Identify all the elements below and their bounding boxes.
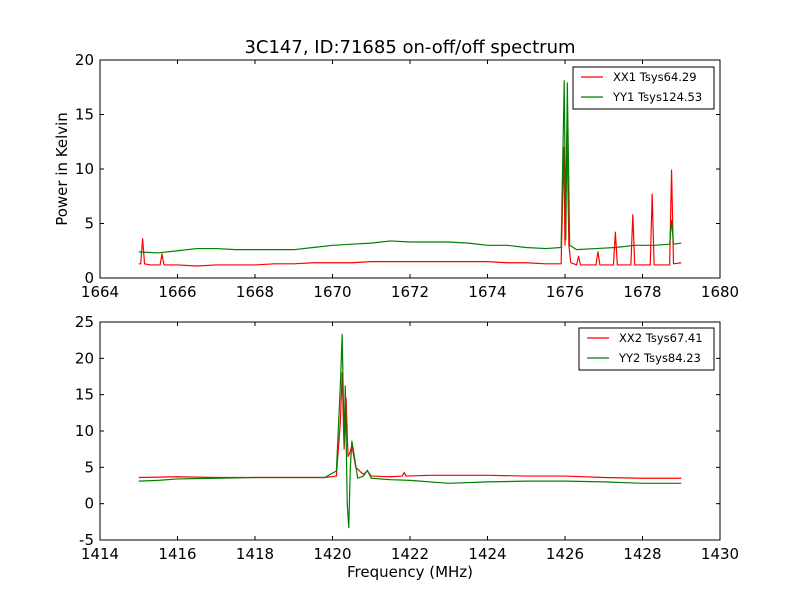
x-tick-label: 1430 <box>701 545 739 563</box>
legend-label-2: YY1 Tsys124.53 <box>612 90 702 104</box>
x-tick-label: 1416 <box>158 545 196 563</box>
legend-box <box>572 66 715 110</box>
bottom-panel: Frequency (MHz) 1414 1416 1418 1420 1422 1424… <box>75 313 739 581</box>
x-tick-label: 1424 <box>468 545 506 563</box>
y-tick-label: 5 <box>84 215 94 233</box>
y-tick-label: 0 <box>84 269 94 287</box>
bottom-panel-x-axis-label: Frequency (MHz) <box>347 563 473 581</box>
series-line-2 <box>138 80 682 254</box>
y-tick-label: 5 <box>84 458 94 476</box>
legend-label-1: XX1 Tsys64.29 <box>613 70 697 84</box>
y-tick-label: 20 <box>75 349 94 367</box>
y-tick-label: 20 <box>75 51 94 69</box>
series-line-2 <box>138 333 682 529</box>
top-legend: XX1 Tsys64.29 YY1 Tsys124.53 <box>572 66 715 110</box>
legend-label-1: XX2 Tsys67.41 <box>619 331 703 345</box>
x-tick-label: 1428 <box>623 545 661 563</box>
y-tick-label: 10 <box>75 422 94 440</box>
y-tick-label: 25 <box>75 313 94 331</box>
bottom-legend: XX2 Tsys67.41 YY2 Tsys84.23 <box>578 327 715 371</box>
y-tick-label: 0 <box>84 495 94 513</box>
legend-label-2: YY2 Tsys84.23 <box>618 351 701 365</box>
top-panel-y-axis-label: Power in Kelvin <box>53 112 71 226</box>
x-tick-label: 1680 <box>701 283 739 301</box>
y-tick-label: 15 <box>75 106 94 124</box>
x-tick-label: 1664 <box>81 283 119 301</box>
x-tick-label: 1422 <box>391 545 429 563</box>
y-tick-label: 10 <box>75 160 94 178</box>
x-tick-label: 1674 <box>468 283 506 301</box>
y-tick-label: 15 <box>75 386 94 404</box>
x-tick-label: 1666 <box>158 283 196 301</box>
x-tick-label: 1670 <box>313 283 351 301</box>
series-line-1 <box>138 130 682 267</box>
x-tick-label: 1414 <box>81 545 119 563</box>
x-tick-label: 1672 <box>391 283 429 301</box>
x-tick-label: 1426 <box>546 545 584 563</box>
x-tick-label: 1676 <box>546 283 584 301</box>
legend-box <box>578 327 715 371</box>
top-plot-area: 1664 1666 1668 1670 1672 1674 1676 1678 1680 0 5 10… <box>75 51 739 301</box>
x-tick-label: 1668 <box>236 283 274 301</box>
bottom-plot-area: 1414 1416 1418 1420 1422 1424 1426 1428 1430 -5 0 5… <box>75 313 739 563</box>
y-tick-label: -5 <box>79 531 94 549</box>
x-tick-label: 1418 <box>236 545 274 563</box>
top-panel: 3C147, ID:71685 on-off/off spectrum Powe… <box>53 37 739 301</box>
x-tick-label: 1420 <box>313 545 351 563</box>
x-tick-label: 1678 <box>623 283 661 301</box>
top-panel-title: 3C147, ID:71685 on-off/off spectrum <box>244 37 575 58</box>
